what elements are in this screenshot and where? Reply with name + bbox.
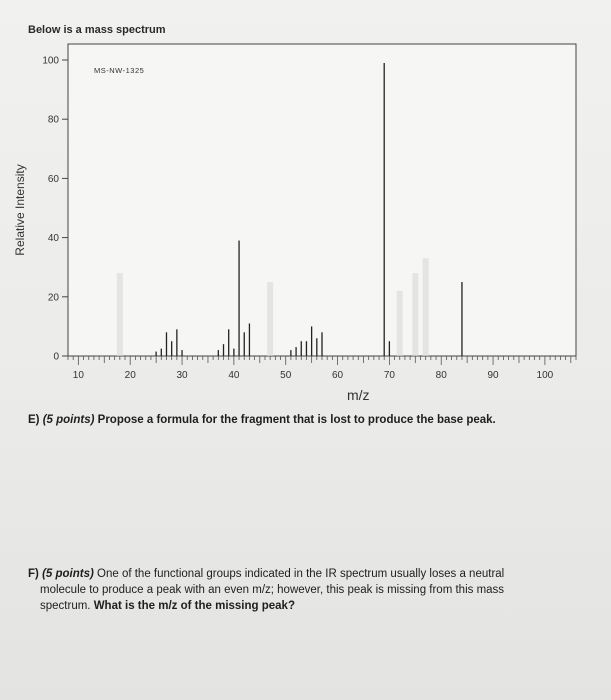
question-f-line-3-bold: What is the m/z of the missing peak? (93, 600, 295, 612)
mass-spectrum-svg: 0 20 40 60 80 100 10 20 30 40 50 60 70 80 90 100 m/z Rela… (13, 43, 577, 403)
show-through-shade (422, 258, 429, 356)
x-tick-label: 60 (332, 370, 344, 381)
y-tick-label: 100 (42, 56, 59, 67)
question-f-line-3-plain: spectrum. (40, 600, 91, 612)
y-tick-label: 20 (48, 292, 60, 303)
page-heading: Below is a mass spectrum (28, 24, 166, 36)
x-tick-label: 90 (487, 370, 499, 381)
question-f-points: (5 points) (42, 568, 94, 580)
question-f-line-1: One of the functional groups indicated i… (97, 568, 505, 580)
mass-spectrum-chart: 0 20 40 60 80 100 10 20 30 40 50 60 70 80 90 100 m/z Rela… (13, 43, 577, 403)
y-axis-label: Relative Intensity (13, 164, 27, 255)
x-tick-label: 80 (436, 370, 448, 381)
question-f-line-2: molecule to produce a peak with an even … (40, 584, 505, 596)
y-tick-label: 0 (53, 352, 59, 363)
x-tick-label: 70 (384, 370, 396, 381)
x-axis-label: m/z (347, 387, 370, 403)
show-through-shade (116, 273, 123, 356)
question-e-text: Propose a formula for the fragment that … (97, 414, 496, 426)
show-through-shade (267, 282, 274, 356)
x-tick-label: 10 (73, 370, 85, 381)
x-tick-label: 30 (176, 370, 188, 381)
x-tick-label: 20 (125, 370, 137, 381)
y-tick-label: 80 (48, 115, 60, 126)
y-tick-label: 60 (48, 174, 60, 185)
question-e-points: (5 points) (42, 414, 95, 426)
spectrum-id-label: MS-NW-1325 (94, 66, 144, 75)
show-through-shade (412, 273, 419, 356)
show-through-shade (396, 290, 403, 356)
x-tick-label: 50 (280, 370, 292, 381)
x-tick-label: 100 (537, 370, 554, 381)
y-tick-label: 40 (48, 233, 60, 244)
plot-frame (67, 43, 577, 357)
question-f: F) (5 points) One of the functional grou… (28, 566, 583, 614)
x-tick-label: 40 (228, 370, 240, 381)
question-f-label: F) (28, 568, 39, 580)
question-e: E) (5 points) Propose a formula for the … (28, 412, 598, 428)
question-e-label: E) (28, 414, 40, 426)
